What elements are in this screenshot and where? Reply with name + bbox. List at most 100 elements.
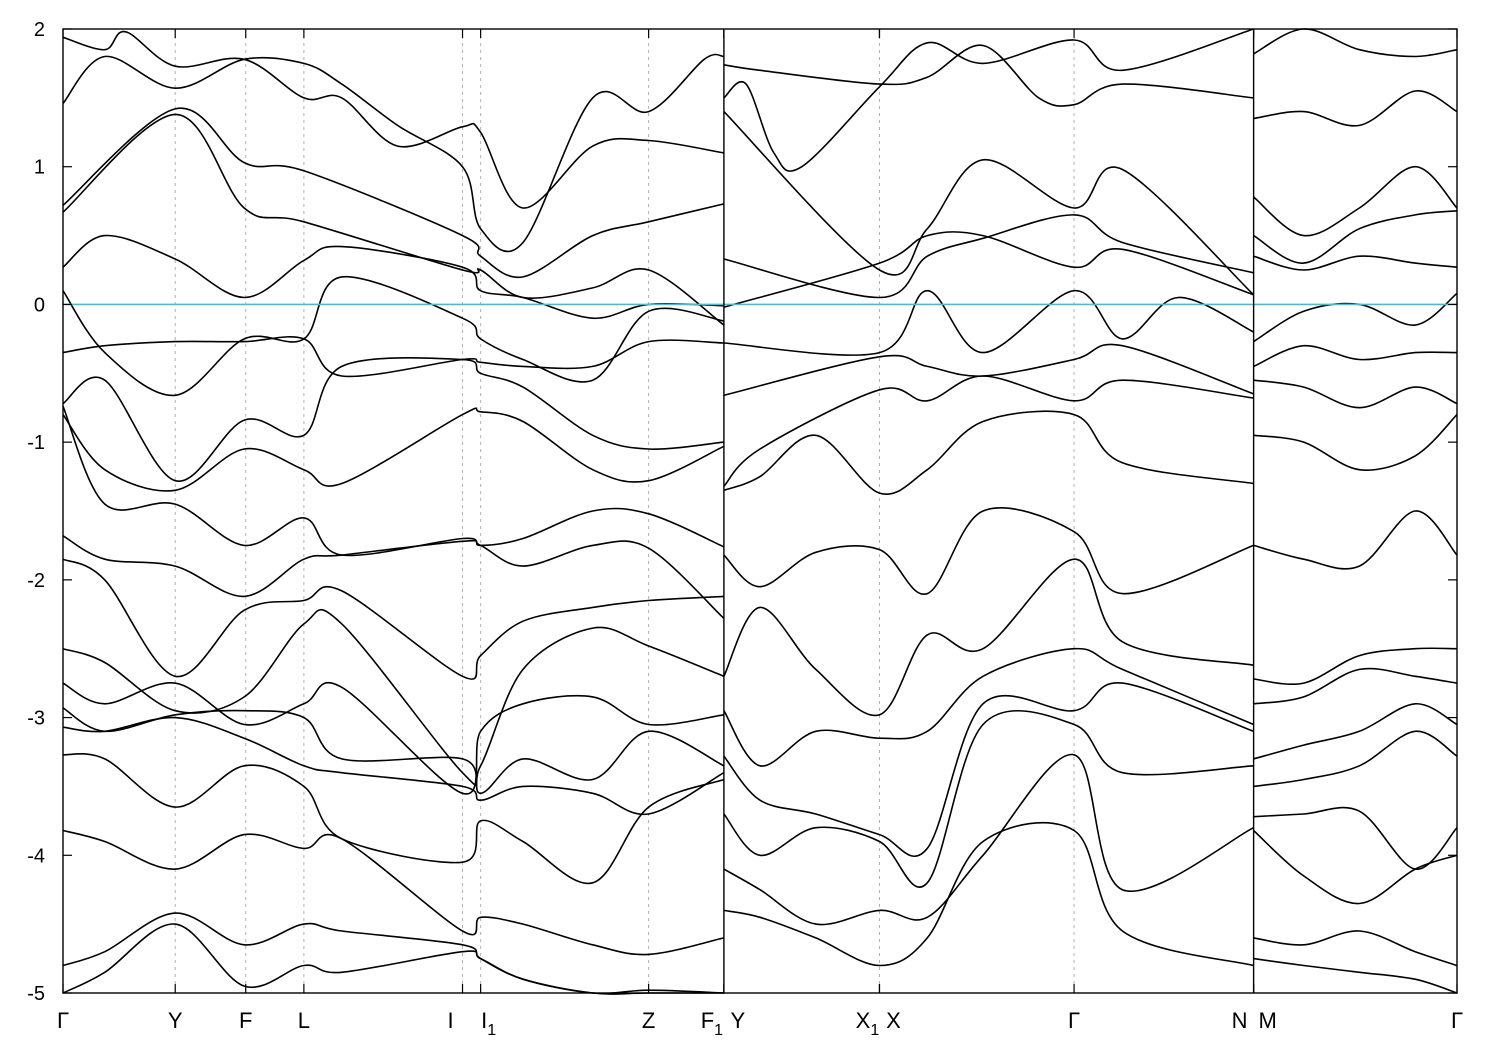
x-axis-ticks: Γ Y F L I I1 Z F1 Y X1 X Γ N M Γ: [57, 29, 1463, 1039]
band-line-8: [62, 356, 724, 482]
band-line-42: [1253, 292, 1458, 343]
band-line-21: [723, 44, 1254, 107]
band-line-34: [723, 709, 1254, 888]
y-tick-label: 1: [34, 157, 45, 179]
band-line-50: [1253, 730, 1458, 788]
band-line-54: [1253, 957, 1458, 994]
band-line-26: [723, 289, 1254, 356]
band-line-37: [1253, 28, 1458, 58]
x-tick-label-3: L: [298, 1008, 310, 1033]
band-line-17: [62, 753, 725, 885]
x-tick-label-13: M: [1258, 1008, 1276, 1033]
band-line-2: [62, 53, 725, 253]
x-tick-label-4: I: [447, 1008, 453, 1033]
band-line-22: [723, 28, 1254, 172]
x-tick-label-subscript: 1: [714, 1022, 723, 1039]
band-line-11: [62, 535, 725, 619]
band-line-36: [723, 821, 1254, 967]
x-tick-label-main: Y: [731, 1008, 746, 1033]
band-line-43: [1253, 344, 1458, 368]
x-tick-label-14: Γ: [1451, 1008, 1463, 1033]
x-tick-label-7: F1: [701, 1008, 723, 1039]
x-tick-label-main: X: [856, 1008, 871, 1033]
x-tick-label-main: Γ: [57, 1008, 69, 1033]
x-tick-label-2: F: [239, 1008, 252, 1033]
band-line-14: [62, 681, 725, 795]
x-tick-label-main: M: [1258, 1008, 1276, 1033]
band-line-49: [1253, 702, 1458, 760]
y-tick-label: 2: [34, 19, 45, 41]
band-line-1: [62, 30, 725, 209]
x-tick-label-main: F: [701, 1008, 714, 1033]
y-axis-ticks: 2 1 0 -1 -2 -3 -4 -5: [27, 19, 1457, 1005]
band-line-5: [62, 234, 724, 320]
x-tick-label-5: I1: [481, 1008, 496, 1039]
x-tick-label-12: N: [1232, 1008, 1248, 1033]
band-line-29: [723, 410, 1254, 496]
x-tick-label-11: Γ: [1068, 1008, 1080, 1033]
x-tick-label-10: X: [886, 1008, 901, 1033]
y-tick-label: -1: [27, 432, 45, 454]
x-tick-label-subscript: 1: [487, 1022, 496, 1039]
band-line-13: [62, 608, 725, 787]
band-line-39: [1253, 165, 1458, 237]
x-tick-label-main: I: [481, 1008, 487, 1033]
band-line-53: [1253, 930, 1458, 967]
x-tick-label-main: I: [447, 1008, 453, 1033]
band-line-25: [723, 231, 1254, 308]
band-line-23: [723, 111, 1255, 296]
band-line-35: [723, 753, 1254, 926]
band-line-18: [62, 829, 725, 956]
x-tick-label-1: Y: [168, 1008, 183, 1033]
band-line-12: [62, 558, 724, 680]
band-line-4: [62, 113, 725, 326]
band-line-24: [723, 214, 1254, 299]
band-line-40: [1253, 210, 1458, 264]
x-tick-label-main: Γ: [1451, 1008, 1463, 1033]
band-line-41: [1253, 255, 1458, 271]
x-tick-label-main: L: [298, 1008, 310, 1033]
y-tick-label: -5: [27, 983, 45, 1005]
x-tick-label-main: N: [1232, 1008, 1248, 1033]
band-line-28: [723, 375, 1254, 487]
band-line-32: [723, 647, 1254, 767]
x-tick-label-main: X: [886, 1008, 901, 1033]
x-tick-label-6: Z: [642, 1008, 655, 1033]
gridlines: [174, 29, 1255, 993]
band-line-20: [62, 923, 724, 995]
band-line-48: [1253, 667, 1458, 705]
x-tick-label-9: X1: [856, 1008, 880, 1039]
x-tick-label-main: F: [239, 1008, 252, 1033]
x-tick-label-0: Γ: [57, 1008, 69, 1033]
band-lines: [62, 28, 1458, 995]
y-tick-label: 0: [34, 294, 45, 316]
band-line-7: [62, 336, 724, 378]
band-line-51: [1253, 806, 1458, 870]
band-line-10: [62, 405, 725, 557]
x-tick-label-subscript: 1: [870, 1022, 879, 1039]
x-tick-label-main: Γ: [1068, 1008, 1080, 1033]
band-line-3: [62, 107, 725, 279]
band-line-30: [723, 507, 1254, 595]
path-break-lines: [723, 29, 1255, 993]
band-line-16: [62, 716, 725, 816]
band-line-6: [62, 275, 725, 397]
band-line-9: [62, 407, 725, 492]
band-line-33: [723, 682, 1254, 857]
y-tick-label: -4: [27, 845, 45, 867]
band-line-15: [62, 707, 725, 795]
y-tick-label: -3: [27, 708, 45, 730]
x-tick-label-main: Y: [168, 1008, 183, 1033]
band-line-45: [1253, 414, 1458, 471]
band-line-52: [1253, 829, 1458, 905]
band-line-31: [723, 558, 1254, 717]
band-line-47: [1253, 647, 1458, 686]
x-tick-label-8: Y: [731, 1008, 746, 1033]
band-line-38: [1253, 90, 1458, 127]
x-tick-label-main: Z: [642, 1008, 655, 1033]
y-tick-label: -2: [27, 570, 45, 592]
band-line-46: [1253, 510, 1458, 570]
plot-frame: [62, 28, 1458, 994]
band-line-44: [1253, 379, 1458, 409]
